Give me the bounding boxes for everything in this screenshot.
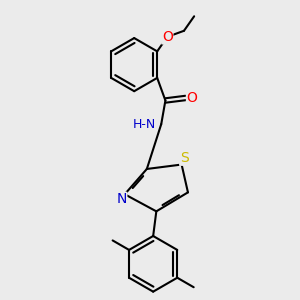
Text: S: S (180, 151, 188, 165)
Text: O: O (162, 30, 173, 44)
Text: N: N (116, 192, 127, 206)
Text: O: O (187, 91, 197, 105)
Text: H-N: H-N (133, 118, 156, 131)
